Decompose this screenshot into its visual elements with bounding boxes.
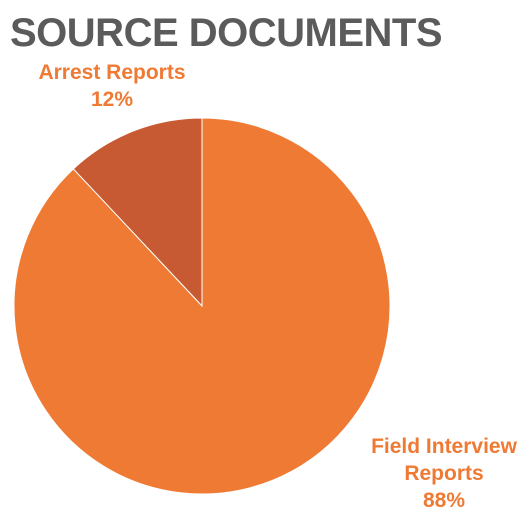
label-field-interview-reports-line-3: 88%	[423, 489, 465, 512]
pie-slice-arrest-reports	[72, 117, 203, 308]
label-arrest-reports-line-2: 12%	[91, 88, 133, 111]
slice-labels: Arrest Reports 12% Field Interview Reports 8…	[38, 61, 517, 512]
pie-slice-field-interview-reports	[13, 117, 391, 495]
label-field-interview-reports-line-2: Reports	[404, 462, 483, 485]
label-field-interview-reports-line-1: Field Interview	[371, 435, 518, 458]
label-arrest-reports-line-1: Arrest Reports	[38, 61, 185, 84]
pie-slices	[13, 117, 391, 495]
chart-title: SOURCE DOCUMENTS	[10, 11, 442, 55]
